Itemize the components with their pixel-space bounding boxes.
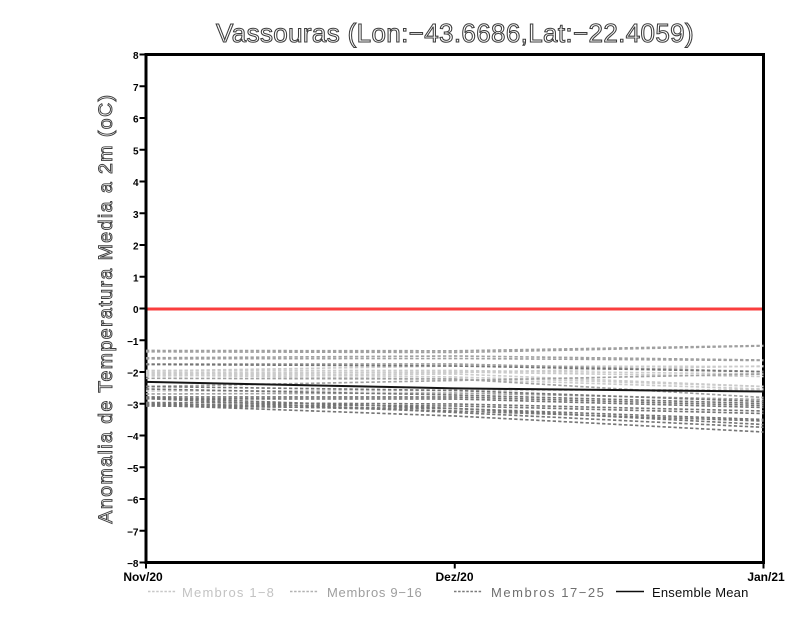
svg-text:Jan/21: Jan/21 bbox=[747, 570, 785, 584]
svg-text:Membros 17−25: Membros 17−25 bbox=[491, 585, 605, 600]
svg-text:5: 5 bbox=[133, 146, 139, 157]
svg-text:−3: −3 bbox=[127, 400, 139, 411]
svg-text:Dez/20: Dez/20 bbox=[435, 570, 473, 584]
svg-text:4: 4 bbox=[133, 178, 139, 189]
svg-text:−4: −4 bbox=[127, 432, 139, 443]
svg-text:Vassouras (Lon:−43.6686,Lat:−2: Vassouras (Lon:−43.6686,Lat:−22.4059) bbox=[216, 18, 694, 48]
svg-text:−1: −1 bbox=[127, 337, 139, 348]
svg-text:0: 0 bbox=[133, 305, 139, 316]
svg-text:−6: −6 bbox=[127, 496, 139, 507]
svg-text:Anomalia de Temperatura Media: Anomalia de Temperatura Media a 2m (oC) bbox=[95, 93, 117, 523]
svg-text:−2: −2 bbox=[127, 369, 139, 380]
svg-text:Membros 1−8: Membros 1−8 bbox=[182, 585, 275, 600]
svg-text:1: 1 bbox=[133, 273, 139, 284]
svg-text:Membros 9−16: Membros 9−16 bbox=[327, 585, 422, 600]
svg-text:−8: −8 bbox=[127, 559, 139, 570]
svg-text:Nov/20: Nov/20 bbox=[123, 570, 163, 584]
svg-text:Ensemble Mean: Ensemble Mean bbox=[652, 585, 749, 600]
svg-text:−7: −7 bbox=[127, 527, 139, 538]
svg-text:8: 8 bbox=[133, 51, 139, 62]
svg-text:7: 7 bbox=[133, 83, 139, 94]
svg-text:2: 2 bbox=[133, 242, 139, 253]
svg-text:3: 3 bbox=[133, 210, 139, 221]
svg-text:−5: −5 bbox=[127, 464, 139, 475]
svg-text:6: 6 bbox=[133, 115, 139, 126]
